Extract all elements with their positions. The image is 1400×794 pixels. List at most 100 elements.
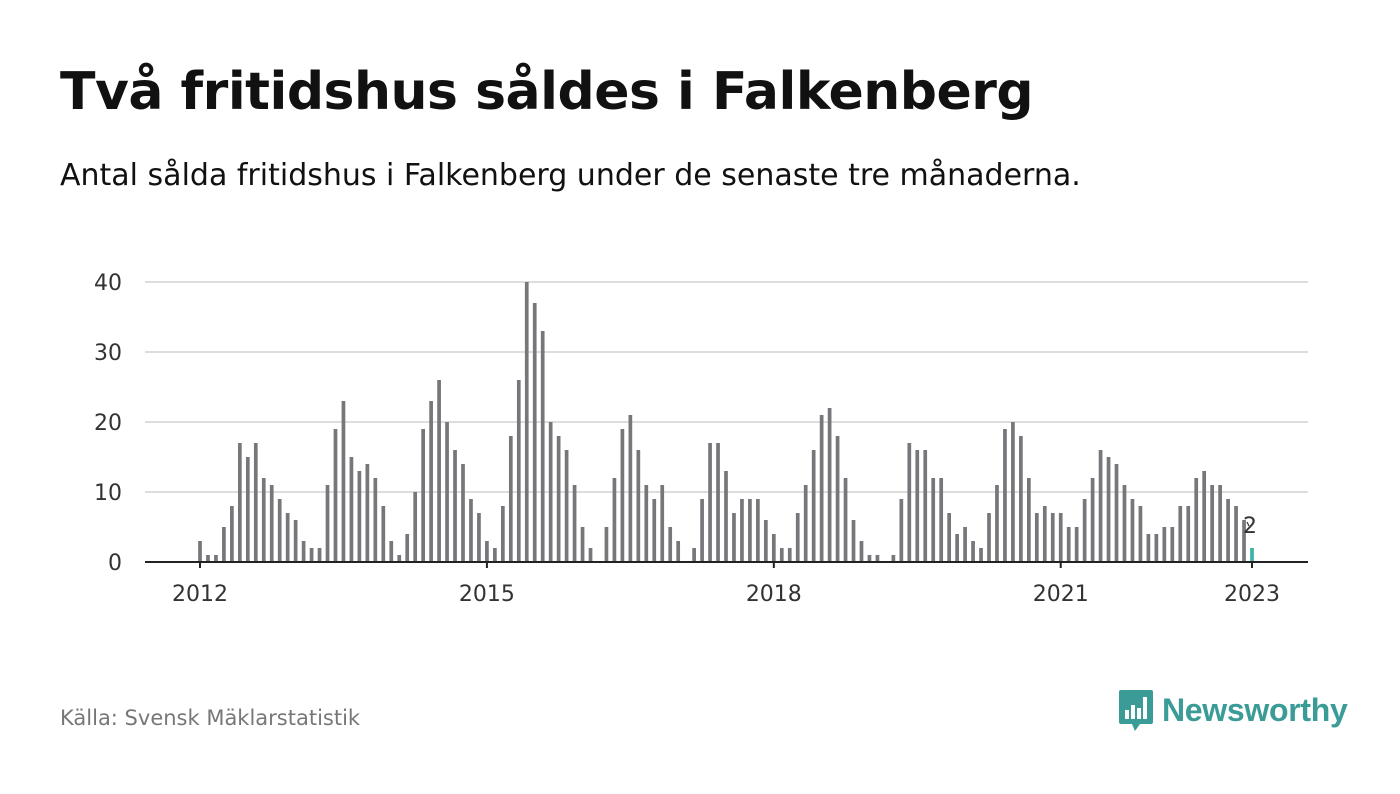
bar <box>692 548 696 562</box>
x-tick-label: 2023 <box>1224 582 1280 607</box>
bar <box>1034 513 1039 562</box>
bar <box>612 478 617 562</box>
bar <box>1019 436 1023 562</box>
bar <box>971 541 975 562</box>
bar <box>548 422 553 562</box>
bar <box>1146 534 1151 562</box>
annotations: 2 <box>1243 514 1257 539</box>
bar <box>867 555 872 562</box>
bar <box>333 429 338 562</box>
bar <box>245 457 250 562</box>
x-tick-label: 2015 <box>459 582 515 607</box>
bar <box>1122 485 1127 562</box>
bar <box>931 478 936 562</box>
bar <box>365 464 370 562</box>
bar <box>827 408 832 562</box>
bar <box>875 555 880 562</box>
bar <box>301 541 306 562</box>
bar <box>277 499 282 562</box>
bar <box>1138 506 1143 562</box>
bar <box>437 380 441 562</box>
bar <box>1170 527 1175 562</box>
bar <box>373 478 378 562</box>
bar <box>580 527 585 562</box>
bar <box>1202 471 1207 562</box>
bar <box>556 436 561 562</box>
gridlines <box>145 281 1308 493</box>
bar <box>955 534 959 562</box>
bar <box>269 485 274 562</box>
bar <box>357 471 362 562</box>
bar <box>317 548 322 562</box>
bar <box>493 548 497 562</box>
bar <box>779 548 784 562</box>
bar <box>644 485 649 562</box>
bar <box>1106 457 1111 562</box>
bar <box>915 450 920 562</box>
bar <box>939 478 944 562</box>
chart-title: Två fritidshus såldes i Falkenberg <box>60 62 1034 122</box>
bar <box>740 499 744 562</box>
bar <box>1154 534 1159 562</box>
bar <box>1082 499 1087 562</box>
bar <box>1162 527 1167 562</box>
bar <box>708 443 712 562</box>
bar <box>1066 527 1071 562</box>
bar <box>700 499 704 562</box>
bar <box>771 534 776 562</box>
bar <box>763 520 768 562</box>
bar <box>349 457 354 562</box>
bar <box>214 555 218 562</box>
x-tick-label: 2021 <box>1033 582 1089 607</box>
bar <box>477 513 481 562</box>
bar <box>445 422 449 562</box>
x-axis-ticks: 2012 2015 2018 2021 2023 <box>172 562 1280 607</box>
bar <box>819 415 824 562</box>
bar <box>1234 506 1238 562</box>
bar <box>803 485 808 562</box>
bar <box>1011 422 1015 562</box>
annotation-label: 2 <box>1243 514 1257 539</box>
bar <box>532 303 537 562</box>
bar <box>261 478 266 562</box>
bar <box>500 506 505 562</box>
bar <box>1210 485 1215 562</box>
bar <box>524 282 529 562</box>
bar <box>485 541 489 562</box>
y-tick-label: 40 <box>94 271 122 296</box>
bar <box>923 450 928 562</box>
bar <box>1058 513 1063 562</box>
bar <box>748 499 752 562</box>
bar <box>907 443 912 562</box>
bar <box>652 499 657 562</box>
bar <box>508 436 513 562</box>
bar <box>1218 485 1222 562</box>
bar <box>795 513 800 562</box>
bar <box>421 429 426 562</box>
source-note: Källa: Svensk Mäklarstatistik <box>60 706 361 730</box>
bar-latest <box>1250 548 1254 562</box>
bar <box>198 541 202 562</box>
bar <box>1050 513 1055 562</box>
bar <box>732 513 736 562</box>
annotation-leader <box>1246 521 1250 527</box>
bar <box>405 534 410 562</box>
bar <box>724 471 728 562</box>
bar <box>1186 506 1191 562</box>
bar <box>851 520 856 562</box>
bar <box>628 415 633 562</box>
bar <box>756 499 760 562</box>
chart-subtitle: Antal sålda fritidshus i Falkenberg unde… <box>60 158 1081 193</box>
bar <box>309 548 314 562</box>
bar <box>947 513 952 562</box>
bar <box>253 443 258 562</box>
y-tick-label: 30 <box>94 341 122 366</box>
bar <box>397 555 402 562</box>
bar <box>341 401 346 562</box>
bar <box>891 555 896 562</box>
bar <box>206 555 210 562</box>
bar <box>222 527 226 562</box>
bar <box>237 443 242 562</box>
bar <box>1074 527 1079 562</box>
bar <box>676 541 681 562</box>
